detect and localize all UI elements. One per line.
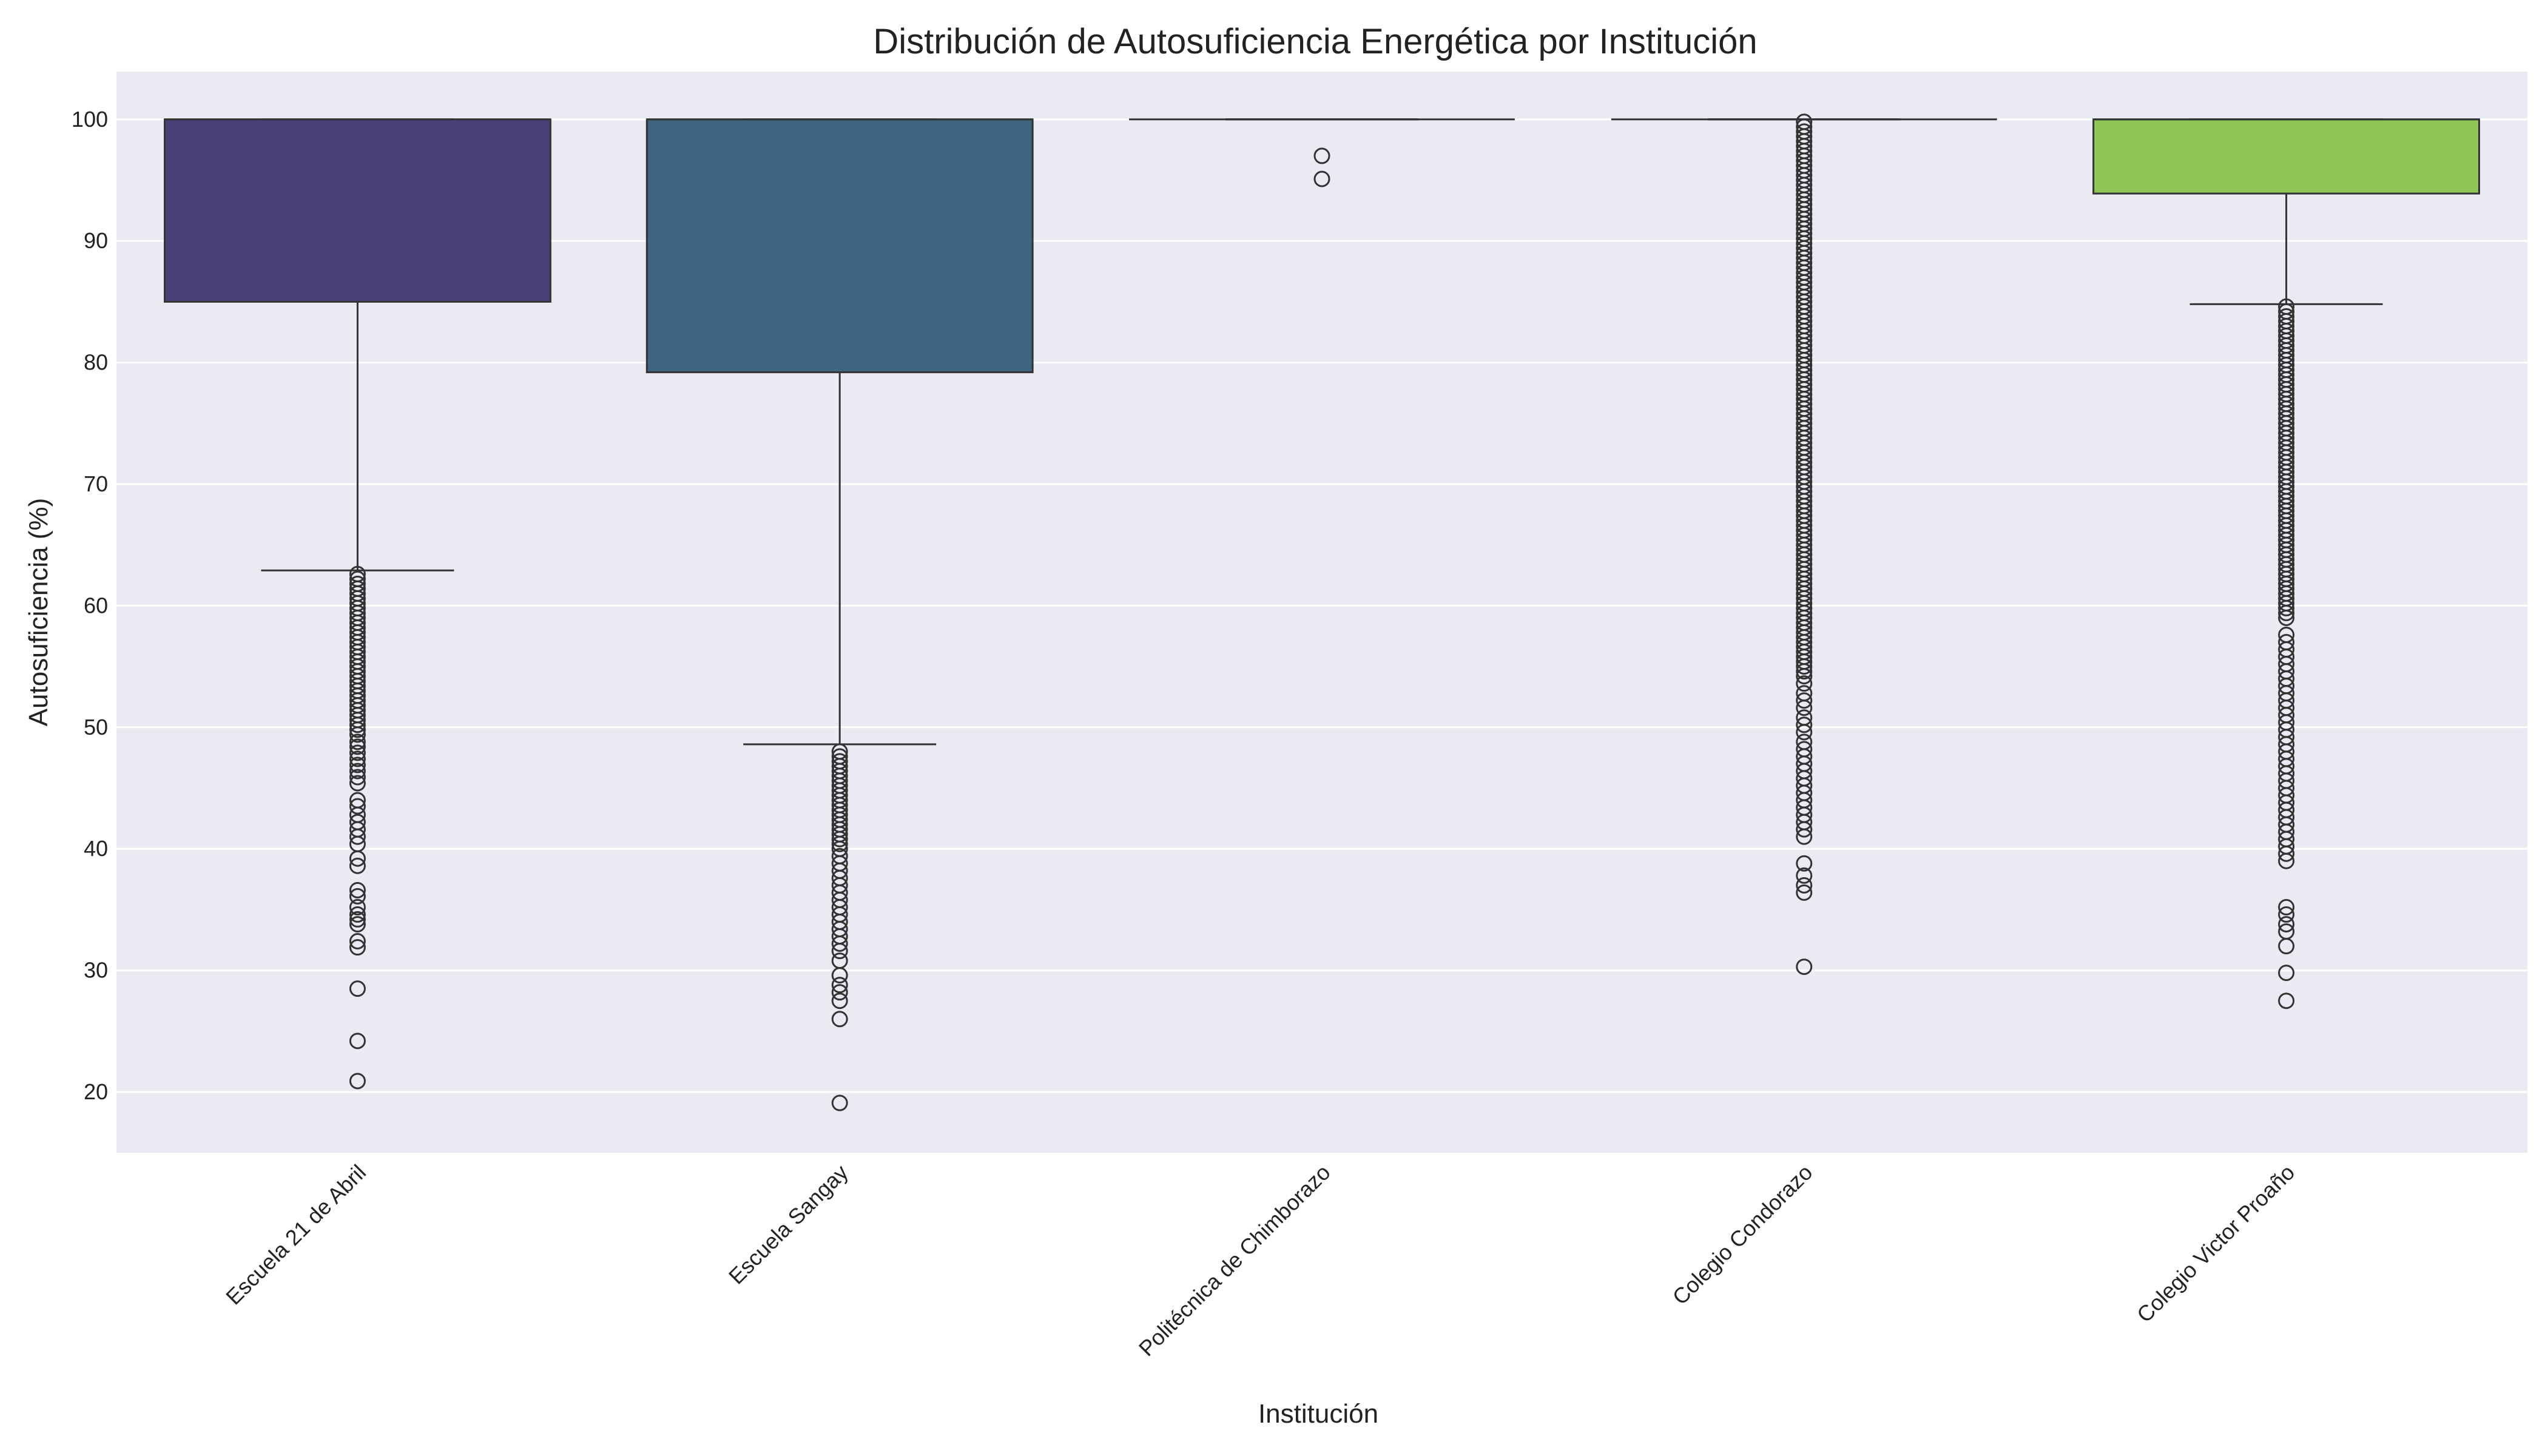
y-tick-label: 100 [72,107,108,132]
outlier-point [349,1033,366,1050]
outlier-point [349,898,366,915]
outlier-point [2278,906,2295,923]
outlier-point [1796,692,1813,709]
outlier-point [349,980,366,997]
x-tick-label: Colegio Condorazo [1668,1160,1818,1310]
outlier-point [1796,828,1813,845]
outlier-point [2278,965,2295,982]
y-tick-label: 90 [84,228,108,253]
outlier-point [831,977,848,994]
outlier-point [1796,855,1813,872]
y-axis-ticks: 20 30 40 50 60 70 80 90 100 [72,107,108,1104]
outlier-point [1796,716,1813,733]
outlier-point [349,769,366,786]
outlier-point [349,933,366,950]
outlier-point [349,744,366,761]
outlier-point [1796,959,1813,976]
outlier-point [349,906,366,923]
outlier-point [1796,668,1813,685]
y-tick-label: 80 [84,350,108,375]
outlier-point [2278,852,2295,869]
outlier-point [1796,884,1813,901]
outlier-point [831,935,848,952]
outlier-point [349,850,366,867]
y-tick-label: 20 [84,1079,108,1104]
outlier-point [1313,170,1330,187]
outlier-point [349,911,366,928]
outlier-point [2278,915,2295,932]
outlier-point [2278,938,2295,955]
outlier-point [349,798,366,815]
outlier-point [2278,845,2295,862]
box [645,118,1034,374]
outlier-point [349,738,366,755]
y-axis-label: Autosuficiencia (%) [24,498,53,727]
y-tick-label: 60 [84,593,108,618]
outlier-point [831,967,848,984]
outlier-point [349,828,366,845]
outlier-point [831,831,848,848]
outlier-point [2278,599,2295,616]
outlier-point [349,881,366,898]
outlier-point [831,993,848,1009]
boxes [163,118,2481,746]
outlier-point [1796,877,1813,894]
outlier-point [1796,724,1813,741]
y-tick-label: 50 [84,715,108,740]
y-tick-label: 70 [84,471,108,496]
x-tick-label: Politécnica de Chimborazo [1134,1160,1335,1361]
outlier-point [349,857,366,874]
box-group [2092,118,2481,305]
chart-title: Distribución de Autosuficiencia Energéti… [873,22,1757,61]
outliers [349,113,2295,1111]
outlier-point [831,984,848,1001]
x-tick-label: Escuela Sangay [724,1160,853,1289]
outlier-point [349,716,366,733]
outlier-point [349,1073,366,1090]
outlier-point [1796,675,1813,692]
outlier-point [349,775,366,792]
x-tick-label: Colegio Victor Proaño [2132,1160,2299,1327]
outlier-point [831,1094,848,1111]
box-group [163,118,551,571]
outlier-point [349,721,366,738]
outlier-point [349,757,366,774]
outlier-point [349,750,366,767]
outlier-point [349,726,366,743]
outlier-point [831,943,848,960]
outlier-point [349,733,366,750]
outlier-point [831,835,848,852]
x-axis-ticks: Escuela 21 de Abril Escuela Sangay Politéc… [221,1160,2299,1361]
outlier-point [1796,867,1813,884]
outlier-point [2278,993,2295,1009]
outlier-point [2278,898,2295,915]
outlier-point [1796,699,1813,716]
outlier-point [831,1011,848,1028]
outlier-point [349,763,366,780]
box-group [645,118,1034,746]
outlier-point [1796,663,1813,680]
box [2092,118,2481,195]
outlier-point [1796,821,1813,838]
x-tick-label: Escuela 21 de Abril [221,1160,371,1310]
y-tick-label: 40 [84,836,108,861]
outlier-point [1796,658,1813,675]
y-tick-label: 30 [84,958,108,983]
outlier-point [349,888,366,905]
outlier-point [1313,147,1330,164]
outlier-point [2278,609,2295,626]
outlier-point [2278,604,2295,621]
x-axis-label: Institución [1258,1399,1378,1429]
outlier-point [349,915,366,932]
outlier-point [349,939,366,956]
box [163,118,551,303]
